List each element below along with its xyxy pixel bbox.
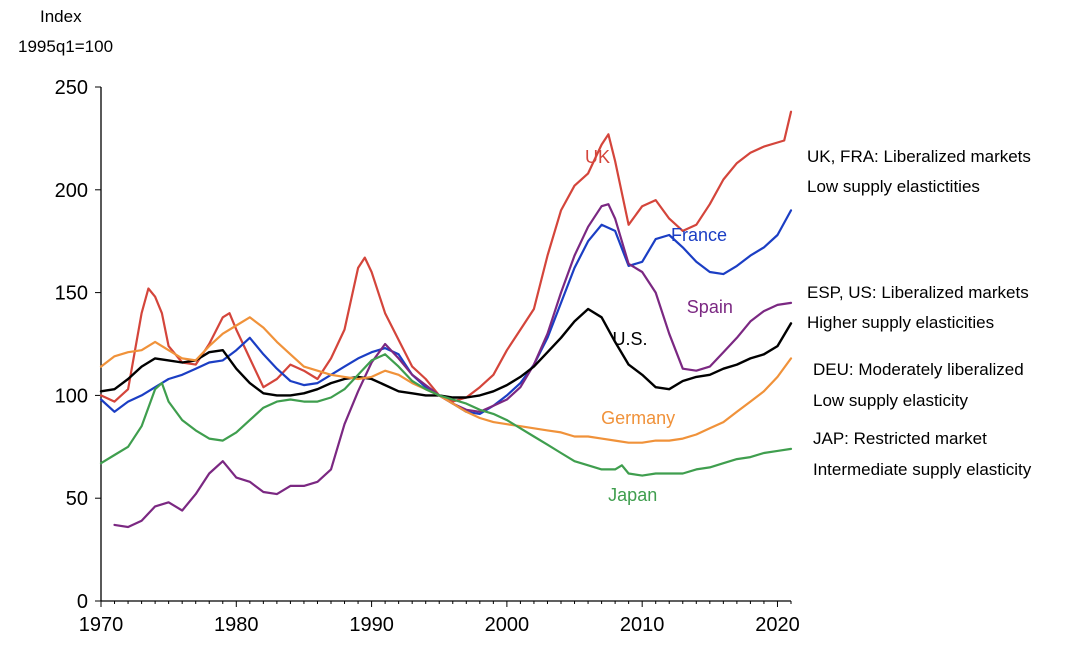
axes — [100, 87, 791, 602]
series-line-germany — [99, 316, 793, 444]
x-tick-label: 2000 — [485, 614, 530, 636]
annotation-jap-line2: Intermediate supply elasticity — [813, 460, 1032, 479]
x-tick-label: 1970 — [79, 614, 124, 636]
series-label-japan: Japan — [608, 485, 657, 505]
annotation-uk-fra-line2: Low supply elastictities — [807, 177, 980, 196]
series-label-germany: Germany — [601, 408, 675, 428]
annotations: UK, FRA: Liberalized markets Low supply … — [807, 147, 1032, 479]
x-tick-label: 1990 — [349, 614, 394, 636]
annotation-uk-fra-line1: UK, FRA: Liberalized markets — [807, 147, 1031, 166]
annotation-deu-line2: Low supply elasticity — [813, 391, 968, 410]
x-tick-label: 2010 — [620, 614, 665, 636]
annotation-esp-us-line2: Higher supply elasticities — [807, 313, 994, 332]
x-tick-label: 2020 — [755, 614, 800, 636]
series-labels: UK France Spain U.S. Germany Japan — [585, 147, 733, 505]
annotation-jap-line1: JAP: Restricted market — [813, 429, 987, 448]
y-tick-label: 0 — [77, 591, 88, 613]
y-unit-label: Index — [40, 7, 82, 26]
series-label-spain: Spain — [687, 297, 733, 317]
x-tick-label: 1980 — [214, 614, 259, 636]
series-line-us — [99, 307, 793, 399]
y-tick-label: 200 — [55, 180, 88, 202]
annotation-deu-line1: DEU: Moderately liberalized — [813, 360, 1024, 379]
annotation-esp-us-line1: ESP, US: Liberalized markets — [807, 283, 1029, 302]
y-tick-label: 100 — [55, 385, 88, 407]
y-ticks: 0 50 100 150 200 250 — [55, 77, 101, 613]
y-tick-label: 50 — [66, 488, 88, 510]
series-line-spain — [113, 203, 793, 529]
y-tick-label: 250 — [55, 77, 88, 99]
x-ticks: 1970 1980 1990 2000 2010 2020 — [79, 601, 800, 636]
series-lines — [99, 110, 793, 529]
series-label-us: U.S. — [612, 329, 647, 349]
y-unit-base-label: 1995q1=100 — [18, 37, 113, 56]
series-label-france: France — [671, 225, 727, 245]
y-tick-label: 150 — [55, 283, 88, 305]
series-label-uk: UK — [585, 147, 610, 167]
series-line-japan — [99, 353, 793, 477]
series-line-uk — [99, 110, 793, 403]
